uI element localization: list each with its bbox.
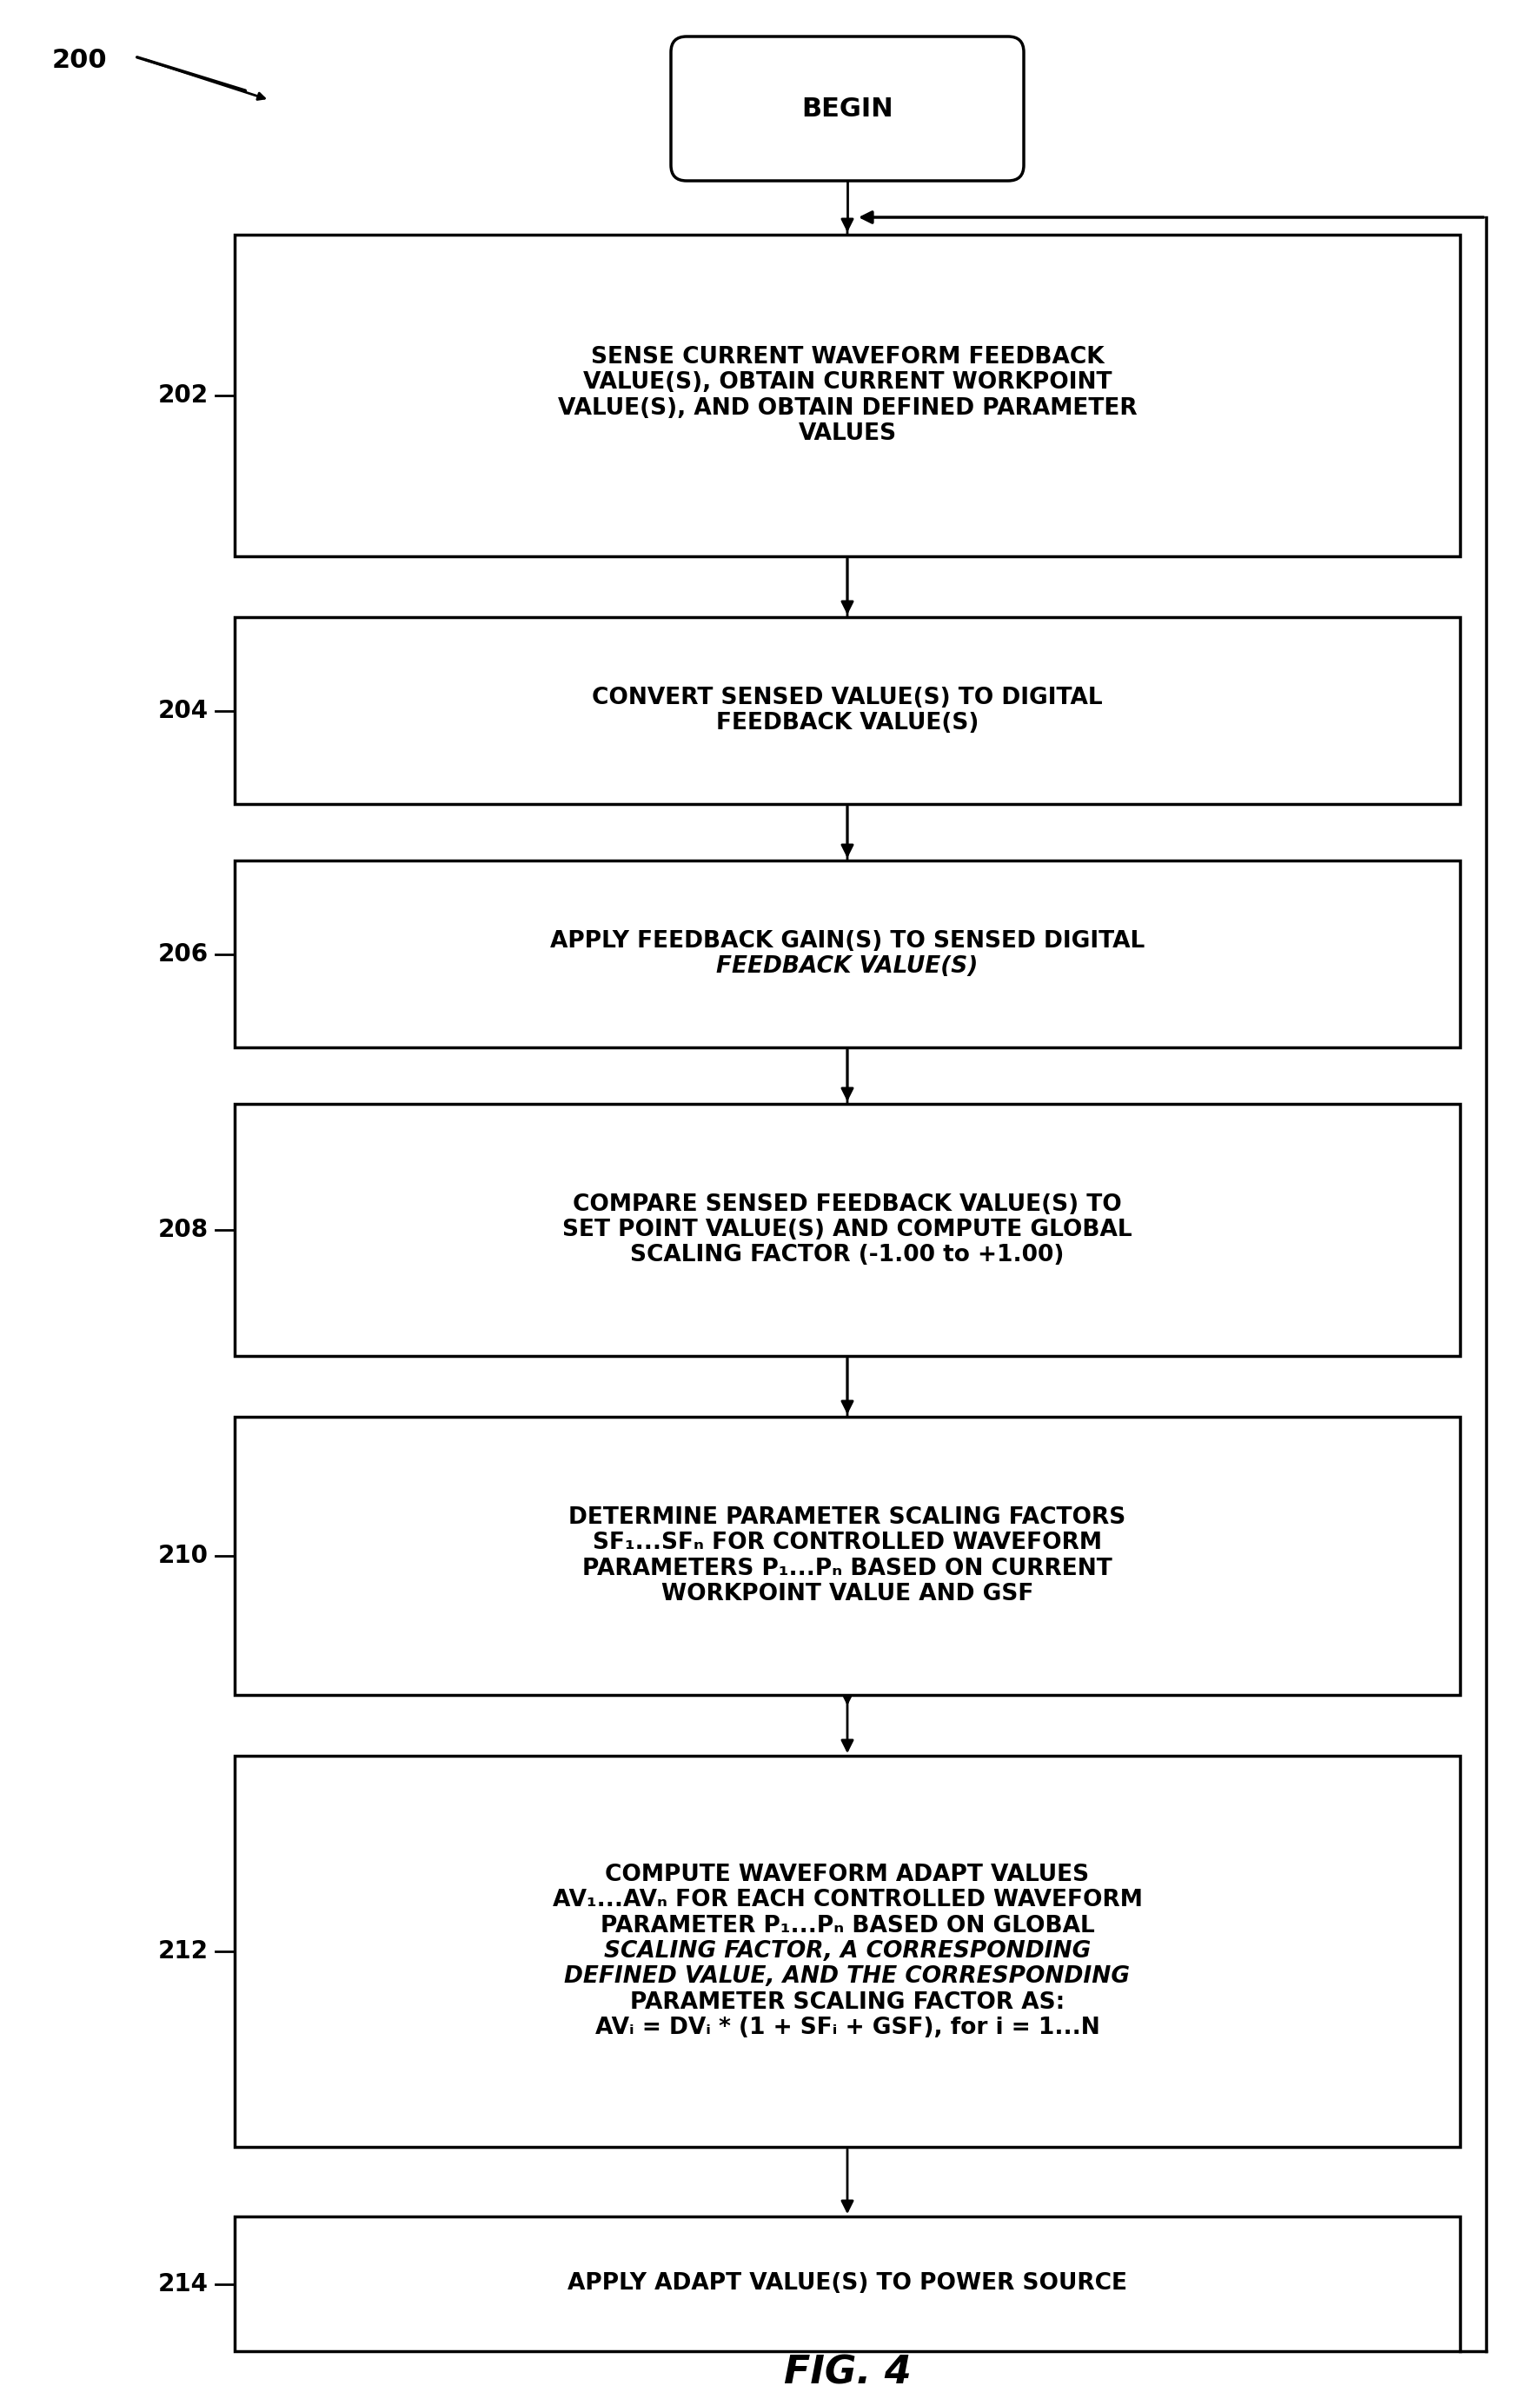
Text: 202: 202 — [159, 384, 208, 408]
Text: FEEDBACK VALUE(S): FEEDBACK VALUE(S) — [716, 955, 978, 979]
Bar — [234, 235, 1460, 557]
Bar — [234, 1756, 1460, 2147]
Text: AV₁...AVₙ FOR EACH CONTROLLED WAVEFORM: AV₁...AVₙ FOR EACH CONTROLLED WAVEFORM — [553, 1888, 1143, 1912]
Text: 210: 210 — [159, 1543, 208, 1569]
Text: PARAMETER SCALING FACTOR AS:: PARAMETER SCALING FACTOR AS: — [630, 1991, 1064, 2013]
Text: SET POINT VALUE(S) AND COMPUTE GLOBAL: SET POINT VALUE(S) AND COMPUTE GLOBAL — [562, 1219, 1132, 1240]
Text: AVᵢ = DVᵢ * (1 + SFᵢ + GSF), for i = 1...N: AVᵢ = DVᵢ * (1 + SFᵢ + GSF), for i = 1..… — [594, 2018, 1100, 2039]
Bar — [234, 2217, 1460, 2351]
Text: SF₁...SFₙ FOR CONTROLLED WAVEFORM: SF₁...SFₙ FOR CONTROLLED WAVEFORM — [593, 1533, 1103, 1555]
Text: 214: 214 — [159, 2272, 208, 2296]
Text: FEEDBACK VALUE(S): FEEDBACK VALUE(S) — [716, 713, 979, 734]
Text: APPLY ADAPT VALUE(S) TO POWER SOURCE: APPLY ADAPT VALUE(S) TO POWER SOURCE — [568, 2272, 1127, 2296]
Text: PARAMETER P₁...Pₙ BASED ON GLOBAL: PARAMETER P₁...Pₙ BASED ON GLOBAL — [601, 1914, 1095, 1936]
Text: VALUES: VALUES — [798, 422, 896, 446]
Text: COMPUTE WAVEFORM ADAPT VALUES: COMPUTE WAVEFORM ADAPT VALUES — [605, 1864, 1089, 1886]
Text: 204: 204 — [159, 698, 208, 722]
Text: 206: 206 — [159, 943, 208, 967]
Text: COMPARE SENSED FEEDBACK VALUE(S) TO: COMPARE SENSED FEEDBACK VALUE(S) TO — [573, 1192, 1121, 1216]
Text: SENSE CURRENT WAVEFORM FEEDBACK: SENSE CURRENT WAVEFORM FEEDBACK — [591, 345, 1104, 369]
Text: PARAMETERS P₁...Pₙ BASED ON CURRENT: PARAMETERS P₁...Pₙ BASED ON CURRENT — [582, 1557, 1112, 1581]
Text: 212: 212 — [159, 1938, 208, 1962]
Bar — [234, 1104, 1460, 1355]
Text: BEGIN: BEGIN — [801, 96, 893, 122]
Text: VALUE(S), AND OBTAIN DEFINED PARAMETER: VALUE(S), AND OBTAIN DEFINED PARAMETER — [557, 396, 1137, 420]
Text: DEFINED VALUE, AND THE CORRESPONDING: DEFINED VALUE, AND THE CORRESPONDING — [565, 1965, 1130, 1989]
Text: CONVERT SENSED VALUE(S) TO DIGITAL: CONVERT SENSED VALUE(S) TO DIGITAL — [591, 686, 1103, 710]
FancyBboxPatch shape — [671, 36, 1024, 180]
Text: SCALING FACTOR (-1.00 to +1.00): SCALING FACTOR (-1.00 to +1.00) — [630, 1245, 1064, 1267]
Text: VALUE(S), OBTAIN CURRENT WORKPOINT: VALUE(S), OBTAIN CURRENT WORKPOINT — [584, 372, 1112, 393]
Text: WORKPOINT VALUE AND GSF: WORKPOINT VALUE AND GSF — [661, 1583, 1033, 1605]
Bar — [234, 861, 1460, 1048]
Text: FIG. 4: FIG. 4 — [784, 2353, 912, 2392]
Text: DETERMINE PARAMETER SCALING FACTORS: DETERMINE PARAMETER SCALING FACTORS — [568, 1507, 1126, 1528]
Bar — [234, 1418, 1460, 1696]
Text: 200: 200 — [52, 48, 108, 72]
Text: APPLY FEEDBACK GAIN(S) TO SENSED DIGITAL: APPLY FEEDBACK GAIN(S) TO SENSED DIGITAL — [550, 931, 1144, 952]
Text: 208: 208 — [159, 1219, 208, 1243]
Text: SCALING FACTOR, A CORRESPONDING: SCALING FACTOR, A CORRESPONDING — [604, 1941, 1090, 1962]
Bar — [234, 617, 1460, 804]
